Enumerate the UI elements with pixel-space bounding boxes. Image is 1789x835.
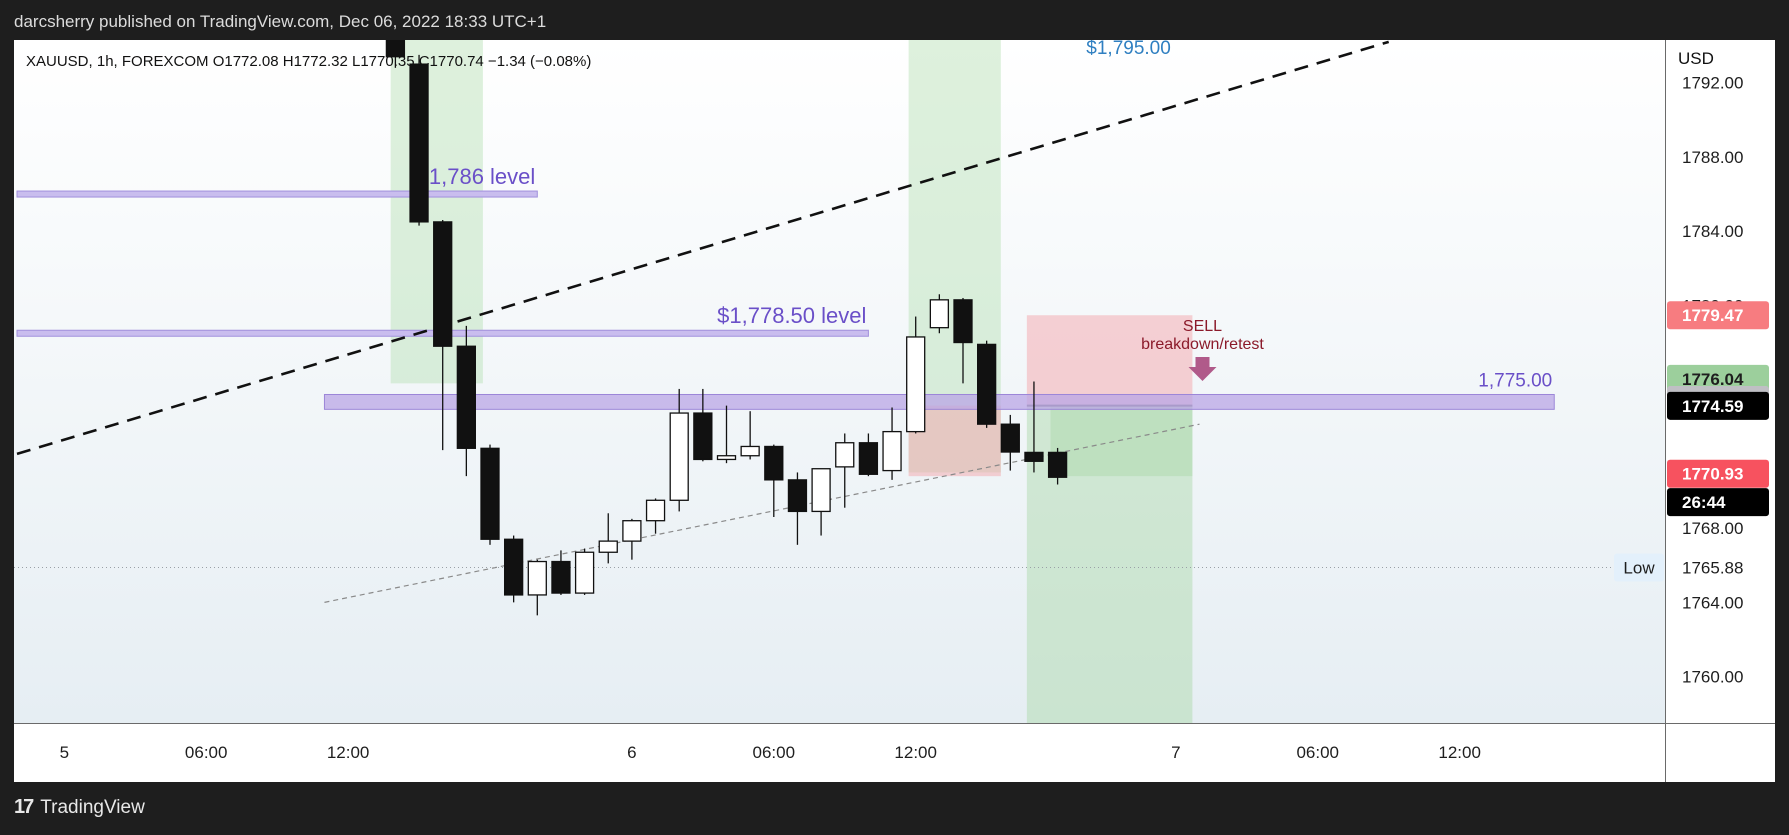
candle-21[interactable]	[740, 445, 760, 457]
candle-6[interactable]	[385, 40, 406, 58]
price-label-4: 1770.93	[1682, 465, 1743, 484]
chart-frame[interactable]: 1,775.00 $1,786 level $1,778.50 level $1,79…	[14, 40, 1775, 782]
chart-canvas[interactable]: 1,775.00 $1,786 level $1,778.50 level $1,79…	[14, 40, 1775, 782]
candle-23[interactable]	[787, 479, 808, 513]
sell-label: SELL	[1183, 318, 1222, 335]
low-marker-bg	[1614, 553, 1664, 582]
y-tick-1768.00: 1768.00	[1682, 519, 1743, 538]
price-label-3: 1774.59	[1682, 397, 1743, 416]
level-band-0[interactable]	[16, 190, 538, 198]
level-label-0: $1,786 level	[417, 164, 536, 189]
price-label-bg-6	[1667, 553, 1769, 582]
price-label-6: 1765.88	[1682, 558, 1743, 577]
candle-24[interactable]	[811, 468, 831, 513]
stop-box-1	[1026, 315, 1193, 406]
plot-background	[14, 40, 1665, 723]
x-tick-06:00: 06:00	[1296, 743, 1339, 762]
price-label-bg-5	[1667, 488, 1769, 517]
top-price-label: $1,795.00	[1086, 40, 1171, 59]
symbol-ohlc: XAUUSD, 1h, FOREXCOM O1772.08 H1772.32 L…	[26, 53, 591, 70]
x-tick-6: 6	[627, 743, 636, 762]
price-label-0: 1779.47	[1682, 306, 1743, 325]
publisher-line: darcsherry published on TradingView.com,…	[14, 12, 547, 31]
zone-label: 1,775.00	[1478, 370, 1552, 391]
x-tick-06:00: 06:00	[753, 743, 796, 762]
candle-25[interactable]	[835, 442, 855, 468]
x-tick-06:00: 06:00	[185, 743, 228, 762]
price-label-bg-4	[1667, 459, 1769, 488]
y-tick-1760.00: 1760.00	[1682, 668, 1743, 687]
candle-8[interactable]	[433, 221, 453, 347]
candle-30[interactable]	[953, 299, 973, 344]
y-tick-1764.00: 1764.00	[1682, 593, 1743, 612]
price-label-bg-3	[1667, 391, 1769, 420]
candle-26[interactable]	[858, 442, 879, 475]
y-tick-1788.00: 1788.00	[1682, 148, 1743, 167]
y-tick-1792.00: 1792.00	[1682, 74, 1743, 93]
candle-14[interactable]	[574, 551, 595, 594]
candle-20[interactable]	[716, 455, 737, 461]
candle-11[interactable]	[503, 538, 524, 596]
price-label-5: 26:44	[1682, 493, 1726, 512]
time-axis[interactable]	[14, 724, 1775, 782]
currency-label: USD	[1678, 49, 1714, 68]
y-tick-1784.00: 1784.00	[1682, 222, 1743, 241]
target-box-1	[1050, 405, 1193, 477]
candle-27[interactable]	[882, 430, 902, 472]
candle-15[interactable]	[598, 540, 618, 553]
trendline-1[interactable]	[324, 423, 1200, 603]
x-tick-12:00: 12:00	[1438, 743, 1481, 762]
tradingview-logo[interactable]: 17 TradingView	[14, 796, 145, 819]
candle-7[interactable]	[409, 63, 429, 223]
candle-19[interactable]	[693, 412, 713, 461]
level-label-1: $1,778.50 level	[717, 303, 866, 328]
candle-18[interactable]	[669, 412, 689, 501]
price-label-bg-1	[1667, 364, 1769, 393]
tradingview-brand: TradingView	[40, 796, 145, 818]
candle-13[interactable]	[551, 560, 571, 594]
sell-arrow-icon	[1188, 357, 1217, 381]
x-tick-5: 5	[60, 743, 69, 762]
price-label-1: 1776.04	[1682, 370, 1744, 389]
candle-10[interactable]	[480, 447, 500, 540]
candle-32[interactable]	[1000, 423, 1020, 453]
candle-33[interactable]	[1024, 451, 1044, 462]
candle-29[interactable]	[929, 299, 949, 329]
sell-sublabel: breakdown/retest	[1141, 336, 1264, 353]
tradingview-logo-icon: 17	[14, 796, 34, 818]
x-tick-7: 7	[1171, 743, 1180, 762]
x-tick-12:00: 12:00	[894, 743, 937, 762]
candle-34[interactable]	[1047, 451, 1068, 478]
candle-31[interactable]	[977, 343, 997, 425]
candle-16[interactable]	[622, 520, 642, 542]
candle-9[interactable]	[456, 345, 477, 449]
low-marker-label: Low	[1623, 558, 1655, 577]
x-tick-12:00: 12:00	[327, 743, 370, 762]
candle-17[interactable]	[645, 499, 666, 522]
plot-area: 1,775.00 $1,786 level $1,778.50 level $1,79…	[14, 40, 1665, 723]
price-label-bg-0	[1667, 301, 1769, 330]
candle-28[interactable]	[906, 336, 926, 433]
zone-1775[interactable]	[323, 393, 1555, 410]
trendline-0[interactable]	[16, 40, 1390, 456]
candle-22[interactable]	[764, 445, 784, 481]
candle-12[interactable]	[527, 560, 547, 596]
